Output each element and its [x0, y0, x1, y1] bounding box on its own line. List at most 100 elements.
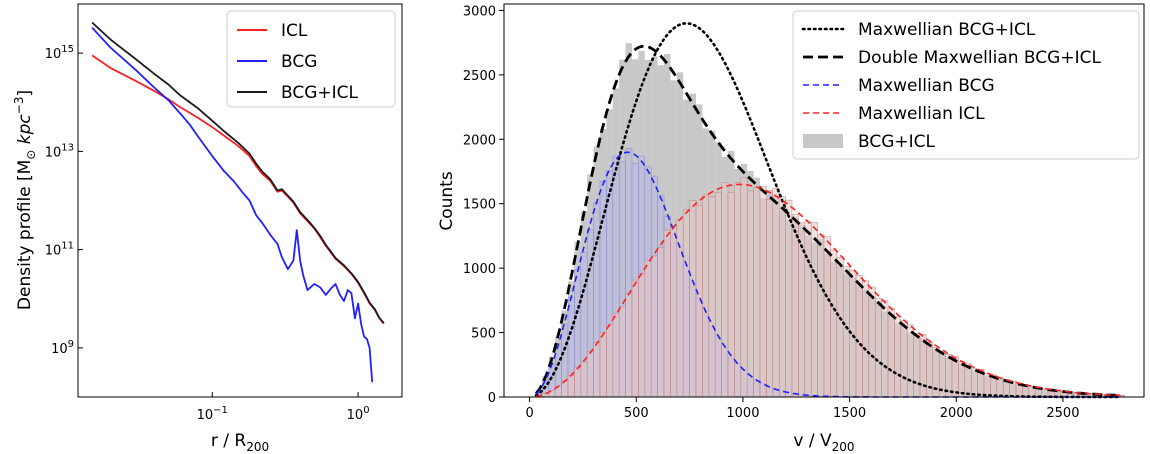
- legend-label: BCG+ICL: [858, 132, 936, 152]
- x-tick-label: 1500: [833, 406, 866, 421]
- hist-bar-icl: [906, 324, 914, 398]
- hist-bar-icl: [791, 214, 799, 398]
- x-tick-label: 1000: [726, 406, 759, 421]
- hist-bar-icl: [721, 182, 729, 398]
- hist-bar-icl: [689, 200, 697, 398]
- hist-bar-icl: [580, 361, 588, 398]
- hist-bar-icl: [746, 190, 754, 398]
- hist-bar-icl: [926, 342, 934, 398]
- legend-label: BCG: [281, 52, 317, 72]
- hist-bar-icl: [638, 273, 646, 398]
- hist-bar-icl: [887, 308, 895, 398]
- hist-bar-icl: [900, 320, 908, 398]
- hist-bar-icl: [894, 316, 902, 398]
- legend-label: BCG+ICL: [281, 83, 359, 103]
- hist-bar-icl: [606, 324, 614, 398]
- hist-bar-icl: [798, 222, 806, 398]
- x-tick-label: 2500: [1046, 406, 1079, 421]
- hist-bar-icl: [657, 247, 665, 398]
- legend-label: Maxwellian BCG+ICL: [858, 20, 1036, 40]
- hist-bar-icl: [868, 286, 876, 398]
- y-tick-label: 109: [51, 339, 74, 357]
- left-y-ticks: 109 1011 1013 1015: [45, 44, 83, 357]
- x-tick-label: 2000: [940, 406, 973, 421]
- left-legend-box: [226, 10, 396, 108]
- y-tick-label: 3000: [463, 4, 496, 19]
- right-y-axis-label: Counts: [437, 171, 457, 230]
- y-tick-label: 0: [488, 391, 496, 406]
- legend-label: Double Maxwellian BCG+ICL: [858, 48, 1101, 68]
- left-y-axis-label: Density profile [M⊙ kpc−3]: [12, 90, 38, 310]
- density-lines: [91, 21, 385, 383]
- hist-bar-icl: [670, 225, 678, 398]
- legend-label: Maxwellian BCG: [858, 76, 995, 96]
- hist-bar-icl: [740, 177, 748, 398]
- curve-double-maxwellian-bcg-icl: [534, 44, 1121, 397]
- right-axes-frame: [503, 3, 1145, 398]
- hist-bar-icl: [663, 229, 671, 398]
- y-tick-label: 2500: [463, 69, 496, 84]
- histogram-bars: [535, 43, 1126, 398]
- y-tick-label: 1015: [45, 44, 74, 62]
- hist-bar-icl: [734, 182, 742, 398]
- hist-bar-icl: [874, 298, 882, 398]
- hist-bar-icl: [759, 185, 767, 398]
- velocity-histogram-panel: 0 500 1000 1500 2000 2500 0 500 1000 1500 2000 250…: [437, 3, 1145, 454]
- left-legend: ICL BCG BCG+ICL: [226, 10, 396, 108]
- hist-bar-icl: [772, 188, 780, 398]
- hist-bar-icl: [785, 199, 793, 398]
- density-profile-panel: 10−1 100 109 1011 1013 1015 r / R200 Density…: [12, 3, 403, 454]
- x-tick-label: 500: [624, 406, 649, 421]
- left-x-ticks: 10−1 100: [197, 392, 370, 423]
- hist-bar-icl: [702, 194, 710, 398]
- hist-bar-icl: [727, 192, 735, 398]
- hist-bar-icl: [830, 249, 838, 398]
- right-legend-box: [792, 10, 1140, 160]
- hist-bar-icl: [625, 293, 633, 398]
- hist-bar-icl: [567, 375, 575, 398]
- hist-bar-icl: [766, 199, 774, 398]
- right-y-ticks: 0 500 1000 1500 2000 2500 3000: [463, 4, 504, 406]
- hist-bar-icl: [958, 361, 966, 398]
- hist-bar-icl: [586, 350, 594, 398]
- right-x-axis-label: v / V200: [793, 431, 854, 454]
- y-tick-label: 1011: [45, 241, 74, 259]
- series-line-bcg-icl: [91, 21, 385, 324]
- hist-bar-icl: [631, 279, 639, 398]
- hist-bar-icl: [855, 274, 863, 398]
- hist-bar-icl: [561, 380, 569, 398]
- hist-bar-icl: [804, 221, 812, 398]
- hist-bar-icl: [574, 367, 582, 398]
- series-line-bcg: [91, 27, 374, 383]
- hist-bar-icl: [753, 187, 761, 398]
- hist-bar-icl: [599, 332, 607, 398]
- hist-bar-icl: [881, 300, 889, 398]
- legend-label: ICL: [281, 21, 308, 41]
- hist-bar-icl: [778, 196, 786, 398]
- curve-maxwellian-icl: [535, 183, 1121, 398]
- right-legend: Maxwellian BCG+ICL Double Maxwellian BCG+…: [792, 10, 1140, 160]
- hist-bar-icl: [919, 334, 927, 398]
- y-tick-label: 1013: [45, 142, 74, 160]
- hist-bar-icl: [913, 333, 921, 398]
- y-tick-label: 500: [471, 327, 496, 342]
- hist-bar-icl: [983, 373, 991, 398]
- hist-bar-icl: [650, 255, 658, 398]
- left-x-axis-label: r / R200: [211, 431, 269, 454]
- hist-bar-icl: [593, 342, 601, 398]
- y-tick-label: 1000: [463, 262, 496, 277]
- right-x-ticks: 0 500 1000 1500 2000 2500: [525, 397, 1079, 421]
- y-tick-label: 2000: [463, 133, 496, 148]
- y-tick-label: 1500: [463, 198, 496, 213]
- hist-bar-icl: [714, 192, 722, 398]
- hist-bar-icl: [817, 234, 825, 398]
- hist-bar-icl: [810, 222, 818, 398]
- x-tick-label: 10−1: [197, 405, 228, 423]
- x-tick-label: 100: [347, 405, 370, 423]
- hist-bar-icl: [612, 313, 620, 398]
- left-axes-frame: [77, 3, 403, 398]
- x-tick-label: 0: [525, 406, 533, 421]
- hist-bar-icl: [823, 236, 831, 398]
- hist-bar-icl: [708, 196, 716, 398]
